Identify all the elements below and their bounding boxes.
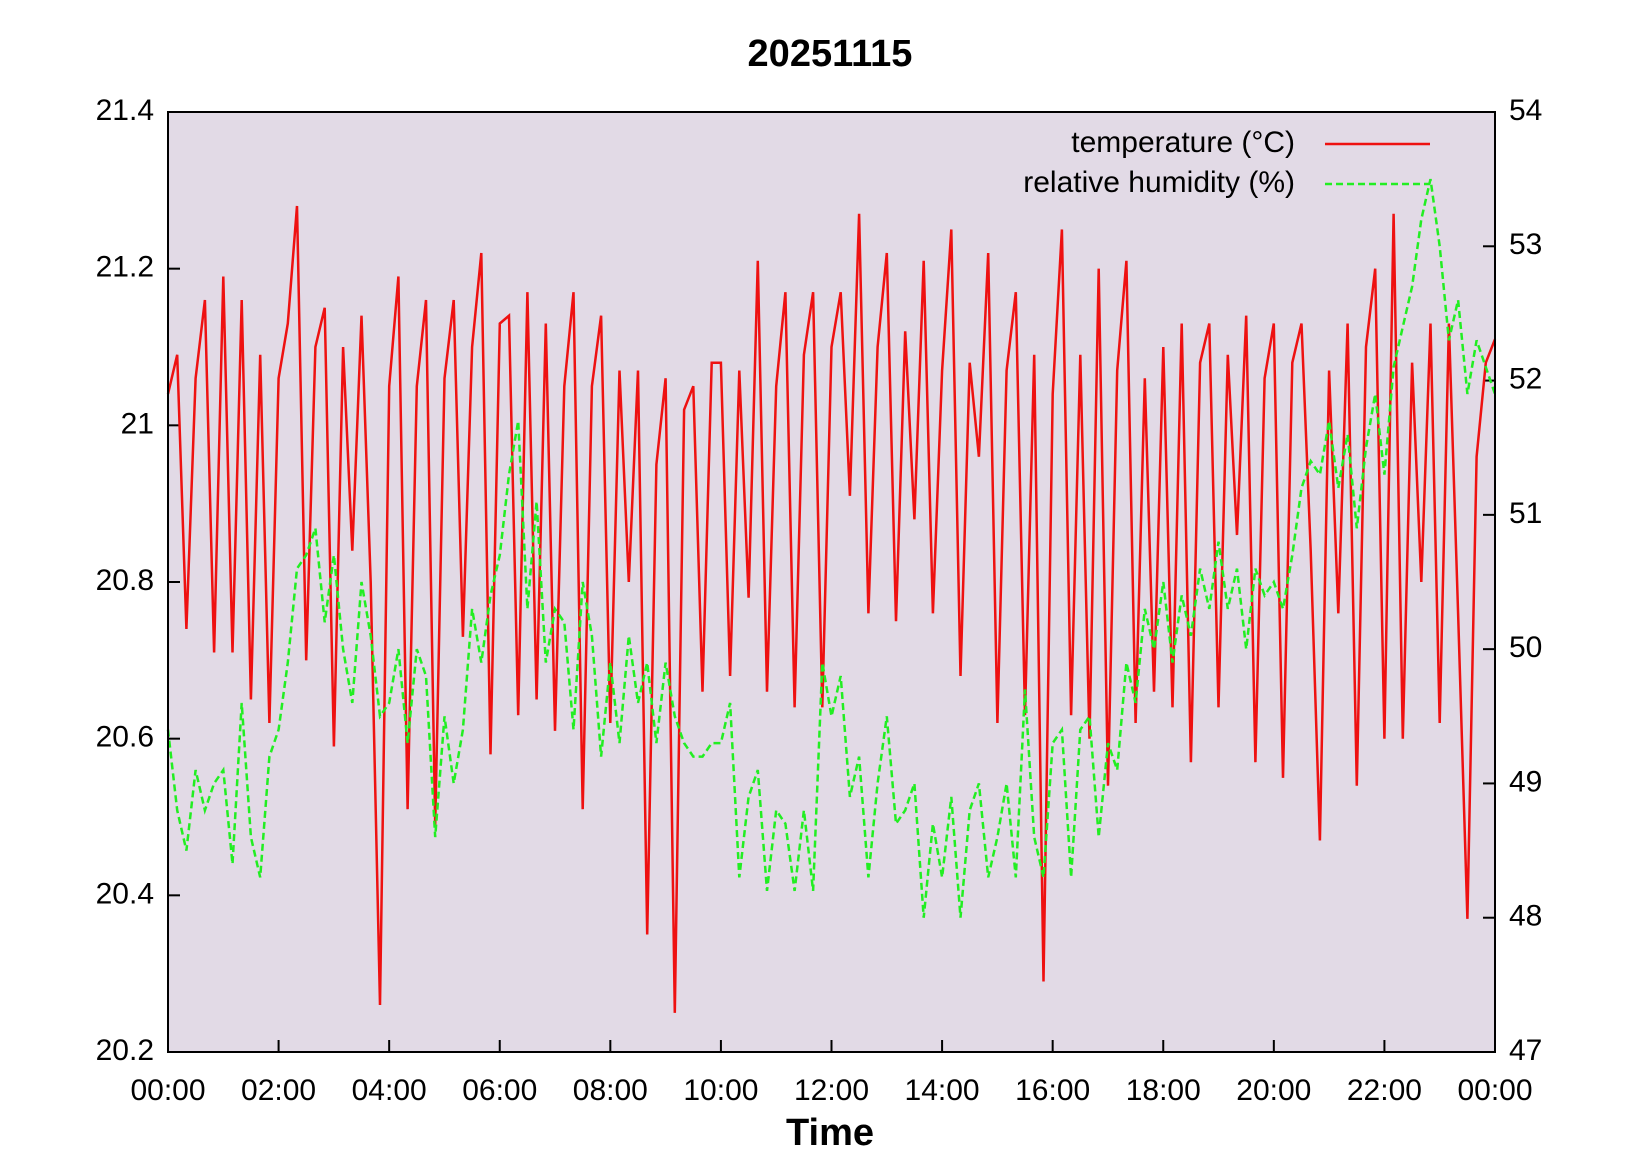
legend-label: relative humidity (%) bbox=[1023, 166, 1295, 199]
y-tick-label: 20.8 bbox=[96, 564, 154, 597]
x-tick-label: 06:00 bbox=[462, 1074, 537, 1107]
plot-background bbox=[168, 112, 1495, 1052]
x-tick-label: 04:00 bbox=[352, 1074, 427, 1107]
y2-tick-label: 54 bbox=[1509, 94, 1542, 127]
x-tick-label: 12:00 bbox=[794, 1074, 869, 1107]
x-tick-label: 08:00 bbox=[573, 1074, 648, 1107]
y-tick-label: 21.4 bbox=[96, 94, 154, 127]
plot-frame bbox=[167, 111, 1496, 1053]
y2-tick-label: 48 bbox=[1509, 900, 1542, 933]
x-tick-label: 18:00 bbox=[1126, 1074, 1201, 1107]
x-tick-label: 00:00 bbox=[1457, 1074, 1532, 1107]
y-tick-label: 20.2 bbox=[96, 1034, 154, 1067]
data-line bbox=[166, 205, 1497, 1013]
x-tick-label: 16:00 bbox=[1015, 1074, 1090, 1107]
x-tick-label: 22:00 bbox=[1347, 1074, 1422, 1107]
y-tick-label: 21 bbox=[121, 407, 154, 440]
y2-tick-label: 51 bbox=[1509, 497, 1542, 530]
x-tick-label: 02:00 bbox=[241, 1074, 316, 1107]
x-tick-label: 20:00 bbox=[1236, 1074, 1311, 1107]
y2-tick-label: 53 bbox=[1509, 228, 1542, 261]
x-tick-label: 14:00 bbox=[905, 1074, 980, 1107]
x-tick-label: 00:00 bbox=[130, 1074, 205, 1107]
y2-tick-label: 52 bbox=[1509, 362, 1542, 395]
x-axis-label: Time bbox=[786, 1112, 874, 1154]
chart-title: 20251115 bbox=[748, 33, 913, 75]
data-line bbox=[166, 178, 1497, 918]
y2-tick-label: 50 bbox=[1509, 631, 1542, 664]
x-tick-label: 10:00 bbox=[683, 1074, 758, 1107]
y2-tick-label: 47 bbox=[1509, 1034, 1542, 1067]
y2-tick-label: 49 bbox=[1509, 765, 1542, 798]
legend-label: temperature (°C) bbox=[1071, 126, 1295, 159]
y-tick-label: 20.4 bbox=[96, 877, 154, 910]
y-tick-label: 20.6 bbox=[96, 721, 154, 754]
y-tick-label: 21.2 bbox=[96, 251, 154, 284]
